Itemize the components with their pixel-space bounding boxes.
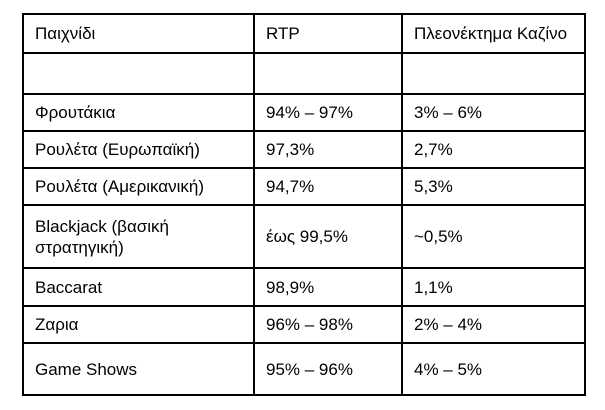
column-header-rtp: RTP (253, 13, 403, 54)
table-cell-game: Baccarat (22, 267, 255, 307)
table-row-dice: Ζαρια 96% – 98% 2% – 4% (22, 305, 586, 344)
table-cell-game: Ζαρια (22, 305, 255, 344)
table-cell-rtp: 96% – 98% (253, 305, 403, 344)
table-cell-house-edge: ~0,5% (401, 204, 586, 269)
table-row-blackjack: Blackjack (βασική στρατηγική) έως 99,5% … (22, 204, 586, 269)
table-cell-game: Blackjack (βασική στρατηγική) (22, 204, 255, 269)
table-cell-rtp: 97,3% (253, 130, 403, 169)
table-row-game-shows: Game Shows 95% – 96% 4% – 5% (22, 342, 586, 396)
table-cell-house-edge: 1,1% (401, 267, 586, 307)
table-cell-game: Φρουτάκια (22, 93, 255, 132)
table-cell-game: Ρουλέτα (Ευρωπαϊκή) (22, 130, 255, 169)
table-row-roulette-european: Ρουλέτα (Ευρωπαϊκή) 97,3% 2,7% (22, 130, 586, 169)
table-cell-house-edge: 2,7% (401, 130, 586, 169)
table-cell-game (22, 52, 255, 95)
table-row-slots: Φρουτάκια 94% – 97% 3% – 6% (22, 93, 586, 132)
table-cell-rtp: 94% – 97% (253, 93, 403, 132)
table-cell-house-edge: 2% – 4% (401, 305, 586, 344)
table-cell-house-edge: 4% – 5% (401, 342, 586, 396)
column-header-game: Παιχνίδι (22, 13, 255, 54)
table-cell-game: Game Shows (22, 342, 255, 396)
table-row-empty (22, 52, 586, 95)
table-cell-house-edge (401, 52, 586, 95)
rtp-table: Παιχνίδι RTP Πλεονέκτημα Καζίνο Φρουτάκι… (22, 13, 586, 396)
table-header-row: Παιχνίδι RTP Πλεονέκτημα Καζίνο (22, 13, 586, 54)
table-cell-rtp (253, 52, 403, 95)
table-cell-rtp: 98,9% (253, 267, 403, 307)
table-cell-game: Ρουλέτα (Αμερικανική) (22, 167, 255, 206)
rtp-table-container: Παιχνίδι RTP Πλεονέκτημα Καζίνο Φρουτάκι… (22, 13, 586, 396)
table-row-roulette-american: Ρουλέτα (Αμερικανική) 94,7% 5,3% (22, 167, 586, 206)
table-cell-house-edge: 5,3% (401, 167, 586, 206)
table-cell-rtp: έως 99,5% (253, 204, 403, 269)
table-cell-rtp: 95% – 96% (253, 342, 403, 396)
column-header-house-edge: Πλεονέκτημα Καζίνο (401, 13, 586, 54)
table-row-baccarat: Baccarat 98,9% 1,1% (22, 267, 586, 307)
table-cell-rtp: 94,7% (253, 167, 403, 206)
table-cell-house-edge: 3% – 6% (401, 93, 586, 132)
